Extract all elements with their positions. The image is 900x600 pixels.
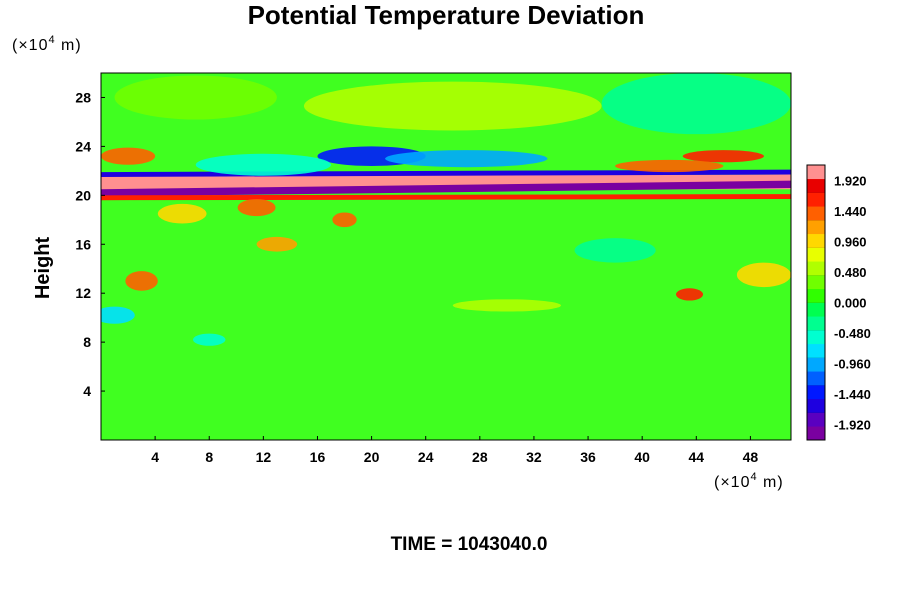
colorbar-swatch — [807, 288, 825, 303]
temperature-anomaly-5 — [385, 150, 548, 168]
x-tick-label: 28 — [472, 449, 488, 465]
x-unit-label: (×104 m) — [714, 471, 784, 491]
colorbar-swatch — [807, 302, 825, 317]
colorbar-swatch — [807, 275, 825, 290]
plot-background — [101, 73, 791, 440]
y-tick-label: 16 — [75, 236, 91, 252]
colorbar-swatches — [807, 164, 825, 441]
colorbar-tick-label: 0.000 — [834, 296, 867, 311]
colorbar-swatch — [807, 398, 825, 413]
time-label: TIME = 1043040.0 — [391, 534, 548, 555]
colorbar-tick-label: 1.440 — [834, 204, 867, 219]
x-tick-label: 16 — [310, 449, 326, 465]
y-tick-label: 24 — [75, 138, 91, 154]
x-tick-label: 40 — [634, 449, 650, 465]
field-layer — [101, 73, 791, 346]
y-tick-label: 28 — [75, 89, 91, 105]
plot-frame — [100, 72, 792, 441]
colorbar: 1.920 1.440 0.960 0.480 0.000 -0.480 -0.960 -1.… — [806, 164, 871, 441]
temperature-anomaly-11 — [332, 212, 357, 228]
plot-area — [100, 72, 792, 441]
y-axis-ticks: 4 8 12 16 20 24 28 — [75, 89, 105, 399]
colorbar-swatch — [807, 165, 825, 180]
y-tick-label: 8 — [83, 334, 91, 350]
temperature-anomaly-12 — [256, 236, 298, 252]
temperature-anomaly-22 — [452, 299, 561, 312]
x-tick-label: 44 — [689, 449, 705, 465]
colorbar-swatch — [807, 233, 825, 248]
temperature-anomaly-16 — [736, 262, 791, 288]
x-axis-ticks: 4 8 12 16 20 24 28 32 36 40 44 48 — [151, 436, 758, 465]
x-tick-label: 8 — [205, 449, 213, 465]
y-unit-label: (×104 m) — [12, 34, 82, 54]
colorbar-frame — [806, 164, 826, 441]
colorbar-tick-label: 0.960 — [834, 234, 867, 249]
temperature-anomaly-18 — [114, 75, 277, 120]
x-tick-label: 32 — [526, 449, 542, 465]
colorbar-swatch — [807, 178, 825, 193]
colorbar-tick-label: -1.440 — [834, 387, 871, 402]
colorbar-tick-label: -0.960 — [834, 357, 871, 372]
temperature-anomaly-13 — [157, 203, 207, 224]
colorbar-swatch — [807, 357, 825, 372]
x-tick-label: 4 — [151, 449, 159, 465]
x-tick-label: 36 — [580, 449, 596, 465]
y-axis-label: Height — [32, 237, 54, 300]
colorbar-swatch — [807, 261, 825, 276]
colorbar-ticks: 1.920 1.440 0.960 0.480 0.000 -0.480 -0.960 -1.… — [834, 173, 871, 432]
colorbar-swatch — [807, 385, 825, 400]
temperature-anomaly-21 — [193, 333, 226, 346]
colorbar-swatch — [807, 426, 825, 441]
x-tick-label: 20 — [364, 449, 380, 465]
colorbar-swatch — [807, 330, 825, 345]
colorbar-swatch — [807, 371, 825, 386]
temperature-anomaly-10 — [237, 199, 276, 217]
colorbar-tick-label: 1.920 — [834, 173, 867, 188]
temperature-band-1 — [101, 180, 791, 197]
colorbar-tick-label: 0.480 — [834, 265, 867, 280]
colorbar-swatch — [807, 247, 825, 262]
colorbar-tick-label: -1.920 — [834, 418, 871, 433]
colorbar-swatch — [807, 220, 825, 235]
colorbar-swatch — [807, 343, 825, 358]
temperature-anomaly-17 — [303, 81, 602, 131]
y-tick-label: 12 — [75, 285, 91, 301]
temperature-anomaly-14 — [125, 271, 158, 291]
colorbar-swatch — [807, 316, 825, 331]
chart-title: Potential Temperature Deviation — [248, 0, 645, 30]
colorbar-swatch — [807, 206, 825, 221]
temperature-anomaly-20 — [101, 306, 135, 324]
temperature-anomaly-15 — [676, 288, 704, 301]
colorbar-tick-label: -0.480 — [834, 326, 871, 341]
colorbar-swatch — [807, 412, 825, 427]
temperature-anomaly-7 — [682, 150, 764, 163]
temperature-anomaly-6 — [195, 153, 331, 176]
temperature-anomaly-23 — [574, 238, 656, 263]
temperature-anomaly-9 — [101, 147, 156, 165]
y-tick-label: 20 — [75, 187, 91, 203]
x-tick-label: 24 — [418, 449, 434, 465]
x-tick-label: 48 — [743, 449, 759, 465]
temperature-anomaly-19 — [601, 73, 791, 135]
temperature-anomaly-8 — [615, 159, 724, 173]
temperature-band-3 — [101, 194, 791, 201]
colorbar-swatch — [807, 192, 825, 207]
y-tick-label: 4 — [83, 383, 91, 399]
x-tick-label: 12 — [256, 449, 272, 465]
